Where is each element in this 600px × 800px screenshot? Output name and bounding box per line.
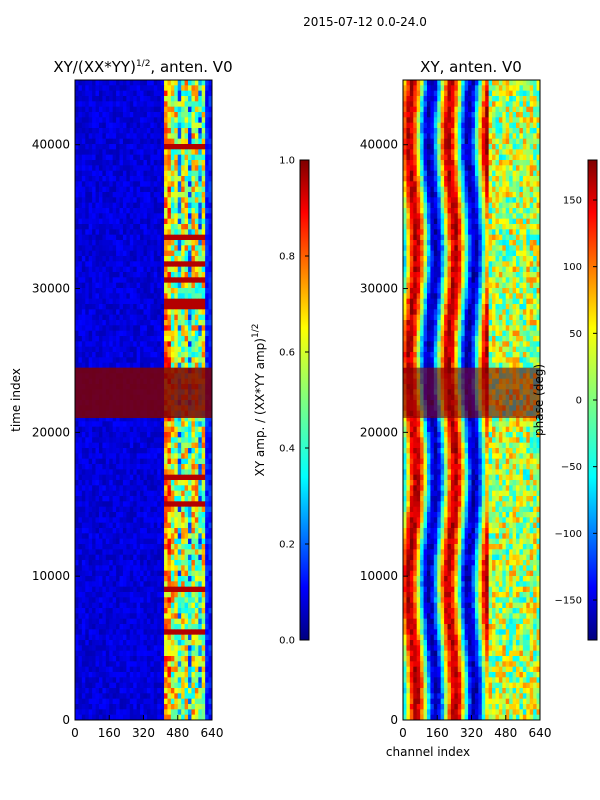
colorbar-tick-label: 0.8 [279, 252, 295, 263]
x-tick-label: 0 [71, 726, 79, 740]
x-tick-label: 480 [166, 726, 189, 740]
colorbar-tick-label: 0 [576, 396, 582, 407]
phase-heatmap [403, 80, 541, 721]
phase-colorbar: 150 100 50 0 −50 −100 −150 phase (deg) [532, 159, 598, 641]
colorbar-tick-label: 0.2 [279, 540, 295, 551]
amplitude-title: XY/(XX*YY)1/2, anten. V0 [53, 58, 232, 76]
y-tick-label: 20000 [32, 425, 70, 439]
amplitude-heatmap [75, 80, 213, 721]
x-tick-label: 640 [201, 726, 224, 740]
colorbar-tick-label: 150 [563, 196, 582, 207]
y-tick-label: 30000 [32, 282, 70, 296]
x-tick-label: 160 [98, 726, 121, 740]
y-tick-label: 10000 [360, 569, 398, 583]
amplitude-colorbar: 0.0 0.2 0.4 0.6 0.8 1.0 XY amp. / (XX*YY amp)… [251, 156, 310, 647]
colorbar-tick-label: −50 [561, 462, 582, 473]
phase-colorbar-ticks: 150 100 50 0 −50 −100 −150 [555, 196, 597, 607]
amplitude-y-axis-label: time index [9, 368, 23, 432]
amplitude-panel: XY/(XX*YY)1/2, anten. V0 0 160 320 480 640 0 1… [9, 58, 233, 740]
colorbar-tick-label: 50 [569, 329, 582, 340]
y-tick-label: 40000 [32, 138, 70, 152]
phase-x-axis-label: channel index [386, 745, 470, 759]
y-tick-label: 20000 [360, 425, 398, 439]
x-tick-label: 640 [529, 726, 552, 740]
y-tick-label: 30000 [360, 282, 398, 296]
y-tick-label: 0 [62, 713, 70, 727]
colorbar-tick-label: −100 [555, 529, 582, 540]
colorbar-tick-label: 0.6 [279, 348, 295, 359]
colorbar-tick-label: 0.4 [279, 444, 295, 455]
amplitude-axes: 0 160 320 480 640 0 10000 20000 30000 40000 [32, 138, 224, 740]
amplitude-colorbar-label: XY amp. / (XX*YY amp)1/2 [251, 324, 267, 477]
phase-panel: XY, anten. V0 0 160 320 480 640 0 10000 20000 30… [360, 58, 552, 759]
colorbar-tick-label: 100 [563, 262, 582, 273]
amplitude-colorbar-gradient [299, 159, 310, 641]
x-tick-label: 160 [426, 726, 449, 740]
y-tick-label: 10000 [32, 569, 70, 583]
colorbar-tick-label: 1.0 [279, 156, 295, 167]
phase-axes: 0 160 320 480 640 0 10000 20000 30000 40000 [360, 138, 552, 740]
phase-colorbar-label: phase (deg) [532, 364, 546, 436]
x-tick-label: 320 [460, 726, 483, 740]
x-tick-label: 0 [399, 726, 407, 740]
y-tick-label: 0 [390, 713, 398, 727]
x-tick-label: 480 [494, 726, 517, 740]
x-tick-label: 320 [132, 726, 155, 740]
amplitude-colorbar-ticks: 0.0 0.2 0.4 0.6 0.8 1.0 [279, 156, 309, 647]
colorbar-tick-label: −150 [555, 596, 582, 607]
colorbar-tick-label: 0.0 [279, 636, 295, 647]
y-tick-label: 40000 [360, 138, 398, 152]
phase-title: XY, anten. V0 [420, 58, 522, 76]
figure-suptitle: 2015-07-12 0.0-24.0 [303, 15, 427, 29]
